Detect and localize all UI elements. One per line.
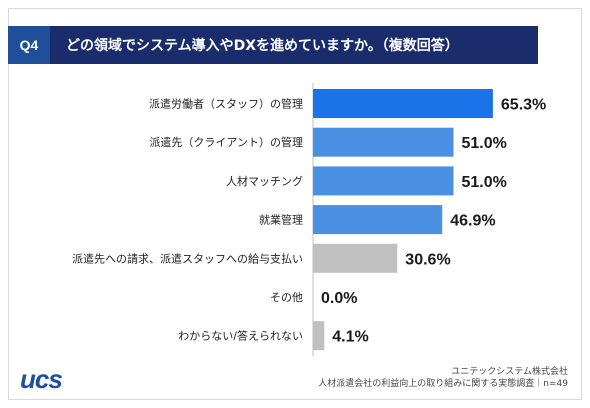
company-logo: ucs	[20, 364, 63, 394]
bar	[313, 243, 398, 273]
bar	[313, 205, 443, 235]
source-company: ユニテックシステム株式会社	[451, 367, 568, 377]
value-label: 46.9%	[450, 213, 495, 230]
category-label: 派遣労働者（スタッフ）の管理	[149, 97, 303, 111]
category-label: その他	[270, 291, 303, 304]
source-note: ユニテックシステム株式会社 人材派遣会社の利益向上の取り組みに関する実態調査｜n…	[318, 366, 568, 390]
source-survey: 人材派遣会社の利益向上の取り組みに関する実態調査｜n=49	[318, 379, 568, 389]
bar	[313, 127, 454, 157]
bar	[313, 89, 493, 118]
bar	[313, 321, 325, 351]
value-label: 65.3%	[501, 97, 546, 114]
value-label: 4.1%	[332, 329, 368, 346]
bar	[313, 166, 454, 196]
category-label: 人材マッチング	[226, 174, 303, 188]
value-label: 0.0%	[321, 290, 357, 307]
value-label: 51.0%	[462, 135, 507, 152]
category-label: 派遣先への請求、派遣スタッフへの給与支払い	[72, 251, 303, 265]
value-label: 30.6%	[405, 251, 450, 268]
value-label: 51.0%	[462, 174, 507, 191]
category-label: 派遣先（クライアント）の管理	[149, 135, 303, 149]
question-badge: Q4	[8, 26, 50, 64]
chart-frame	[8, 8, 582, 400]
question-title: どの領域でシステム導入やDXを進めていますか。（複数回答）	[50, 26, 538, 64]
category-label: わからない/答えられない	[178, 329, 303, 343]
category-label: 就業管理	[259, 213, 303, 227]
